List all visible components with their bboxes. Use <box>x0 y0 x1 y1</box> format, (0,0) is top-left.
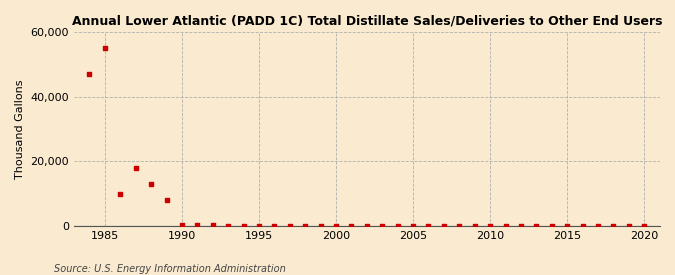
Point <box>516 223 526 228</box>
Point <box>99 46 110 50</box>
Point <box>161 198 172 202</box>
Title: Annual Lower Atlantic (PADD 1C) Total Distillate Sales/Deliveries to Other End U: Annual Lower Atlantic (PADD 1C) Total Di… <box>72 15 662 28</box>
Point <box>84 72 95 76</box>
Point <box>115 191 126 196</box>
Point <box>377 223 387 228</box>
Point <box>192 223 202 227</box>
Point <box>624 223 634 228</box>
Point <box>485 223 495 228</box>
Point <box>146 182 157 186</box>
Point <box>500 223 511 228</box>
Point <box>223 223 234 228</box>
Point <box>300 223 310 228</box>
Point <box>577 223 588 228</box>
Point <box>315 223 326 228</box>
Point <box>207 223 218 228</box>
Point <box>531 223 542 228</box>
Point <box>423 223 434 228</box>
Point <box>130 166 141 170</box>
Point <box>254 223 265 228</box>
Point <box>639 223 649 228</box>
Point <box>469 223 480 228</box>
Text: Source: U.S. Energy Information Administration: Source: U.S. Energy Information Administ… <box>54 264 286 274</box>
Point <box>361 223 372 228</box>
Point <box>269 223 279 228</box>
Point <box>331 223 342 228</box>
Point <box>408 223 418 228</box>
Point <box>562 223 572 228</box>
Point <box>593 223 603 228</box>
Point <box>608 223 619 228</box>
Point <box>454 223 464 228</box>
Point <box>177 222 188 227</box>
Point <box>546 223 557 228</box>
Point <box>439 223 450 228</box>
Y-axis label: Thousand Gallons: Thousand Gallons <box>15 79 25 179</box>
Point <box>284 223 295 228</box>
Point <box>392 223 403 228</box>
Point <box>346 223 357 228</box>
Point <box>238 223 249 228</box>
